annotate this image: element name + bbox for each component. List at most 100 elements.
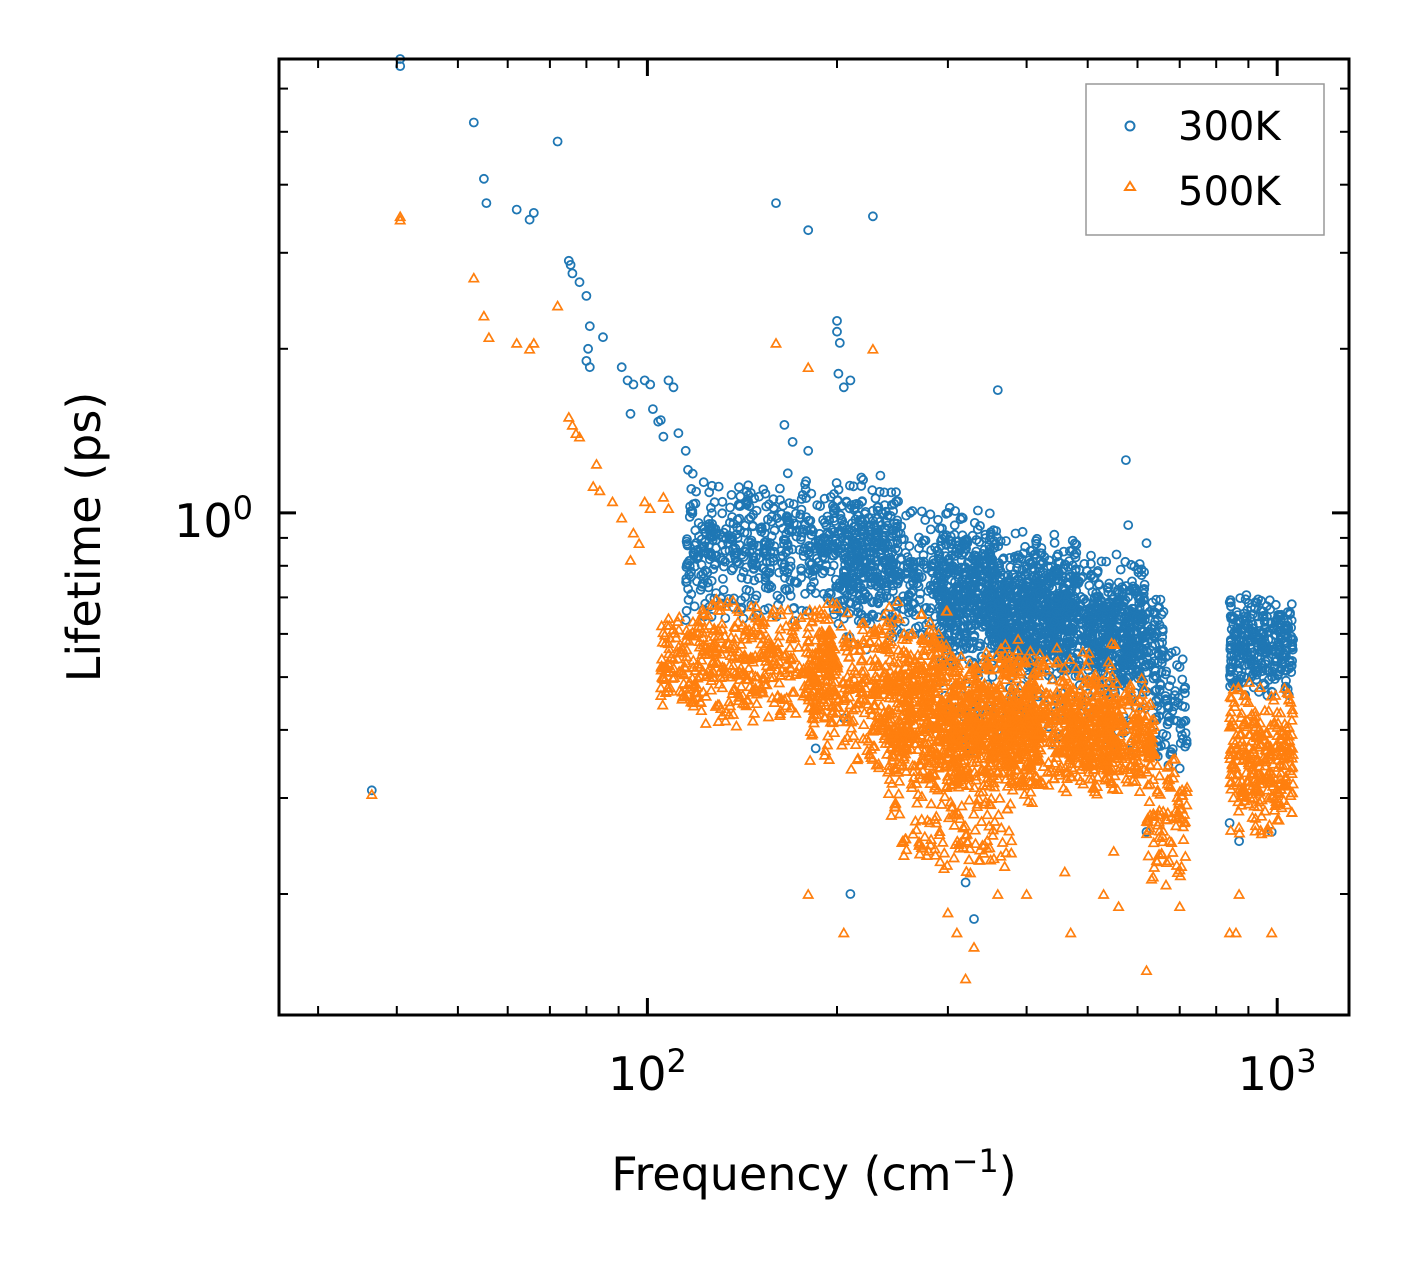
point-300k	[764, 580, 775, 591]
point-300k	[743, 490, 754, 501]
point-500k	[1233, 888, 1246, 899]
point-300k	[717, 539, 728, 550]
point-300k	[741, 562, 752, 573]
point-300k	[925, 509, 936, 520]
point-500k	[510, 337, 523, 348]
point-500k	[1229, 926, 1243, 938]
point-300k	[717, 508, 728, 519]
point-300k	[822, 592, 833, 603]
point-300k	[868, 211, 878, 222]
point-300k	[845, 585, 855, 596]
point-500k	[566, 419, 579, 430]
point-300k	[751, 590, 762, 601]
point-300k	[980, 529, 991, 540]
point-300k	[717, 496, 728, 507]
point-300k	[742, 574, 753, 584]
point-300k	[727, 535, 738, 546]
point-300k	[797, 527, 808, 538]
point-300k	[628, 379, 639, 390]
point-300k	[696, 581, 707, 592]
point-300k	[583, 343, 593, 354]
point-300k	[796, 494, 807, 504]
point-300k	[741, 498, 752, 509]
point-300k	[873, 598, 884, 609]
point-300k	[668, 382, 679, 393]
point-300k	[796, 566, 807, 576]
point-500k	[627, 526, 640, 538]
point-300k	[778, 500, 788, 511]
point-300k	[873, 529, 884, 540]
point-300k	[648, 404, 658, 415]
point-300k	[772, 590, 783, 601]
point-500k	[615, 511, 628, 523]
point-300k	[795, 509, 806, 520]
point-300k	[868, 515, 878, 526]
point-300k	[930, 542, 940, 553]
point-300k	[784, 517, 795, 527]
point-300k	[832, 326, 842, 337]
point-300k	[913, 568, 923, 579]
point-300k	[916, 506, 927, 517]
point-500k	[781, 603, 795, 615]
point-500k	[783, 641, 797, 653]
point-300k	[872, 568, 882, 579]
point-300k	[990, 538, 1001, 549]
point-300k	[1086, 550, 1096, 561]
point-300k	[684, 561, 695, 571]
point-300k	[836, 528, 847, 539]
point-300k	[704, 554, 715, 565]
point-300k	[682, 539, 693, 549]
point-300k	[886, 487, 897, 498]
point-300k	[792, 526, 802, 537]
point-500k	[562, 411, 575, 422]
point-300k	[685, 506, 696, 517]
point-300k	[779, 419, 790, 430]
point-300k	[882, 539, 893, 550]
point-300k	[707, 535, 718, 545]
point-500k	[959, 972, 972, 984]
point-500k	[892, 643, 905, 655]
point-300k	[684, 512, 695, 522]
point-300k	[782, 538, 793, 549]
point-500k	[857, 718, 870, 730]
point-300k	[857, 545, 867, 555]
point-300k	[584, 321, 595, 332]
point-300k	[759, 528, 770, 539]
point-300k	[763, 514, 773, 525]
point-300k	[785, 561, 796, 572]
point-300k	[707, 480, 717, 491]
point-500k	[828, 726, 841, 738]
point-300k	[815, 501, 825, 512]
point-300k	[673, 428, 684, 439]
point-300k	[967, 530, 978, 541]
point-300k	[824, 588, 835, 598]
point-300k	[969, 914, 979, 924]
point-300k	[847, 530, 858, 541]
point-300k	[856, 472, 867, 483]
point-500k	[1107, 845, 1120, 856]
point-500k	[590, 458, 603, 469]
point-500k	[657, 491, 670, 502]
point-500k	[892, 787, 905, 799]
point-300k	[761, 501, 772, 512]
point-300k	[655, 415, 666, 426]
point-300k	[870, 493, 881, 504]
point-300k	[858, 557, 869, 568]
point-300k	[919, 603, 930, 614]
point-300k	[925, 524, 936, 535]
point-300k	[700, 547, 711, 558]
point-300k	[1001, 536, 1011, 546]
point-300k	[893, 573, 904, 584]
point-300k	[616, 362, 627, 373]
point-300k	[838, 523, 848, 533]
point-500k	[1173, 900, 1186, 912]
point-300k	[841, 552, 851, 563]
point-300k	[818, 546, 829, 557]
point-300k	[993, 541, 1004, 552]
point-300k	[839, 585, 849, 596]
point-300k	[834, 337, 845, 348]
point-300k	[726, 489, 737, 500]
point-300k	[837, 595, 848, 605]
point-500k	[967, 941, 981, 952]
point-300k	[751, 505, 762, 516]
